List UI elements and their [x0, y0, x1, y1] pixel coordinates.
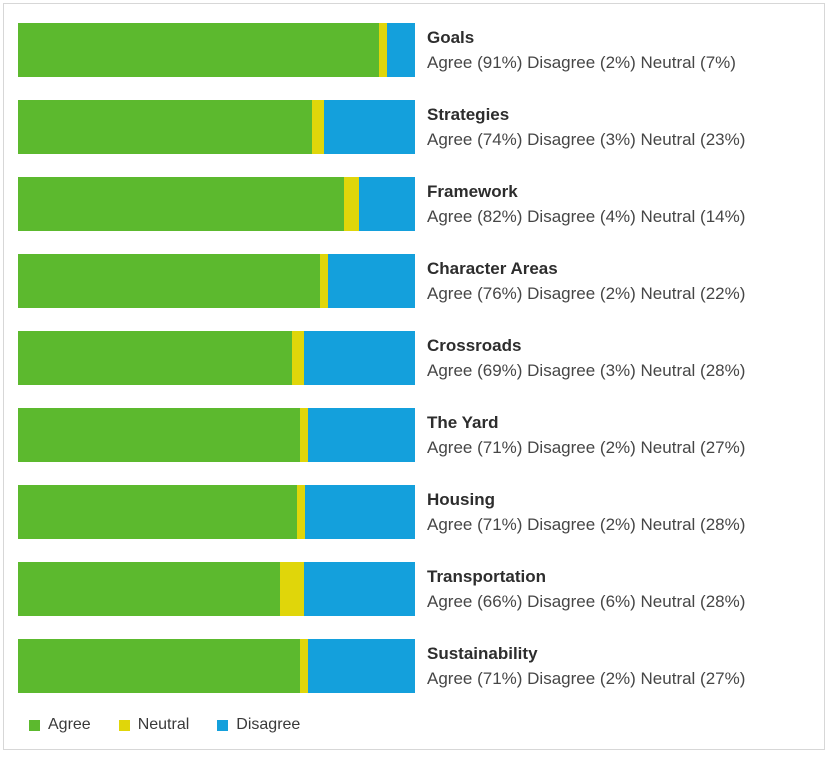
- yellow-bar-segment: [291, 331, 304, 385]
- row-subtitle: Agree (76%) Disagree (2%) Neutral (22%): [427, 284, 746, 303]
- row-subtitle: Agree (82%) Disagree (4%) Neutral (14%): [427, 207, 746, 226]
- blue-bar-segment: [387, 23, 415, 77]
- stacked-bar: [18, 485, 415, 539]
- agree-bar-segment: [18, 408, 300, 462]
- yellow-bar-segment: [379, 23, 388, 77]
- legend-item-agree: Agree: [29, 716, 91, 734]
- blue-bar-segment: [303, 562, 415, 616]
- row-subtitle: Agree (71%) Disagree (2%) Neutral (27%): [427, 438, 746, 457]
- agree-bar-segment: [18, 100, 312, 154]
- legend-item-disagree: Disagree: [217, 716, 300, 734]
- blue-bar-segment: [304, 485, 415, 539]
- legend-label-neutral: Neutral: [137, 716, 190, 733]
- row-title: Sustainability: [427, 644, 538, 663]
- disagree-swatch-icon: [217, 719, 229, 731]
- chart-area: Goals Agree (91%) Disagree (2%) Neutral …: [4, 4, 824, 734]
- stacked-bar: [18, 177, 415, 231]
- row-subtitle: Agree (69%) Disagree (3%) Neutral (28%): [427, 361, 746, 380]
- survey-row: Crossroads Agree (69%) Disagree (3%) Neu…: [18, 331, 824, 385]
- agree-bar-segment: [18, 177, 344, 231]
- survey-results-card: Goals Agree (91%) Disagree (2%) Neutral …: [3, 3, 825, 750]
- stacked-bar: [18, 331, 415, 385]
- yellow-bar-segment: [297, 485, 305, 539]
- rows-container: Goals Agree (91%) Disagree (2%) Neutral …: [18, 23, 824, 693]
- legend-label-disagree: Disagree: [236, 716, 301, 733]
- row-title: Transportation: [427, 567, 547, 586]
- blue-bar-segment: [307, 639, 415, 693]
- row-label-block: Framework Agree (82%) Disagree (4%) Neut…: [427, 179, 745, 229]
- row-subtitle: Agree (71%) Disagree (2%) Neutral (27%): [427, 669, 746, 688]
- agree-bar-segment: [18, 639, 300, 693]
- survey-row: Sustainability Agree (71%) Disagree (2%)…: [18, 639, 824, 693]
- stacked-bar: [18, 254, 415, 308]
- survey-row: Character Areas Agree (76%) Disagree (2%…: [18, 254, 824, 308]
- row-label-block: Strategies Agree (74%) Disagree (3%) Neu…: [427, 102, 745, 152]
- row-title: Housing: [427, 490, 495, 509]
- row-title: Crossroads: [427, 336, 522, 355]
- row-subtitle: Agree (66%) Disagree (6%) Neutral (28%): [427, 592, 746, 611]
- row-label-block: Character Areas Agree (76%) Disagree (2%…: [427, 256, 745, 306]
- blue-bar-segment: [327, 254, 415, 308]
- agree-bar-segment: [18, 562, 281, 616]
- yellow-bar-segment: [311, 100, 324, 154]
- blue-bar-segment: [307, 408, 415, 462]
- row-label-block: Housing Agree (71%) Disagree (2%) Neutra…: [427, 487, 745, 537]
- agree-bar-segment: [18, 23, 380, 77]
- agree-swatch-icon: [29, 719, 40, 731]
- row-label-block: Transportation Agree (66%) Disagree (6%)…: [427, 564, 745, 614]
- row-title: The Yard: [427, 413, 499, 432]
- row-title: Goals: [427, 28, 475, 47]
- row-title: Framework: [427, 182, 518, 201]
- stacked-bar: [18, 100, 415, 154]
- agree-bar-segment: [18, 485, 298, 539]
- row-title: Character Areas: [427, 259, 558, 278]
- yellow-bar-segment: [343, 177, 360, 231]
- agree-bar-segment: [18, 331, 292, 385]
- chart-legend: Agree Neutral Disagree: [29, 716, 824, 734]
- row-title: Strategies: [427, 105, 510, 124]
- stacked-bar: [18, 639, 415, 693]
- legend-item-neutral: Neutral: [118, 716, 190, 734]
- row-subtitle: Agree (74%) Disagree (3%) Neutral (23%): [427, 130, 746, 149]
- yellow-bar-segment: [299, 639, 308, 693]
- stacked-bar: [18, 562, 415, 616]
- survey-row: Transportation Agree (66%) Disagree (6%)…: [18, 562, 824, 616]
- yellow-bar-segment: [299, 408, 308, 462]
- row-label-block: The Yard Agree (71%) Disagree (2%) Neutr…: [427, 410, 745, 460]
- stacked-bar: [18, 408, 415, 462]
- legend-label-agree: Agree: [48, 716, 91, 733]
- blue-bar-segment: [359, 177, 415, 231]
- row-label-block: Goals Agree (91%) Disagree (2%) Neutral …: [427, 25, 736, 75]
- stacked-bar: [18, 23, 415, 77]
- row-subtitle: Agree (91%) Disagree (2%) Neutral (7%): [427, 53, 736, 72]
- blue-bar-segment: [303, 331, 415, 385]
- row-label-block: Crossroads Agree (69%) Disagree (3%) Neu…: [427, 333, 745, 383]
- neutral-swatch-icon: [118, 719, 130, 731]
- row-label-block: Sustainability Agree (71%) Disagree (2%)…: [427, 641, 745, 691]
- yellow-bar-segment: [280, 562, 304, 616]
- survey-row: Framework Agree (82%) Disagree (4%) Neut…: [18, 177, 824, 231]
- survey-row: Strategies Agree (74%) Disagree (3%) Neu…: [18, 100, 824, 154]
- yellow-bar-segment: [319, 254, 328, 308]
- row-subtitle: Agree (71%) Disagree (2%) Neutral (28%): [427, 515, 746, 534]
- blue-bar-segment: [323, 100, 415, 154]
- survey-row: Housing Agree (71%) Disagree (2%) Neutra…: [18, 485, 824, 539]
- agree-bar-segment: [18, 254, 320, 308]
- survey-row: Goals Agree (91%) Disagree (2%) Neutral …: [18, 23, 824, 77]
- survey-row: The Yard Agree (71%) Disagree (2%) Neutr…: [18, 408, 824, 462]
